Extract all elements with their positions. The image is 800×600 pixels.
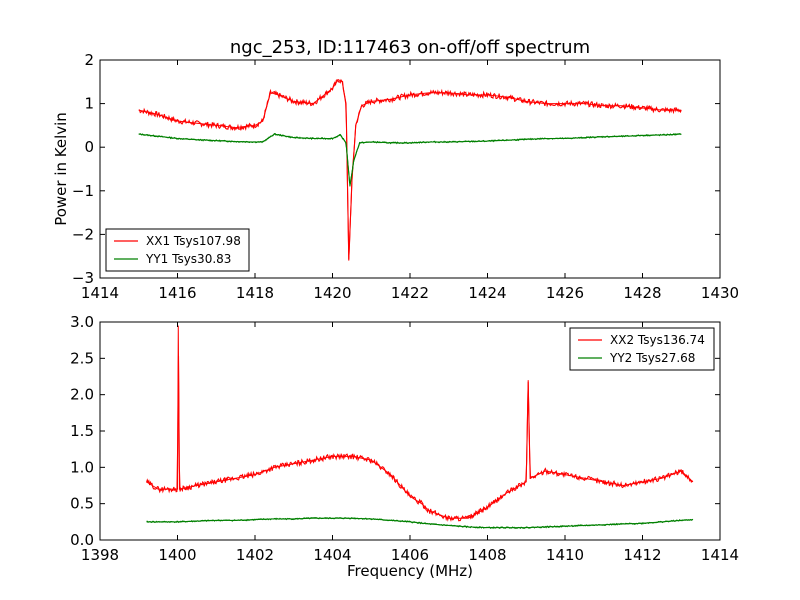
bottom-chart-legend: XX2 Tsys136.74 YY2 Tsys27.68	[569, 327, 715, 371]
x-tick-label: 1424	[468, 284, 506, 302]
x-tick-label: 1404	[313, 546, 351, 564]
y-tick-label: 2.5	[70, 349, 94, 367]
x-tick-label: 1430	[701, 284, 739, 302]
series-line-1-0	[145, 356, 694, 522]
y-tick-label: 1.5	[70, 422, 94, 440]
bottom-legend-label-1: YY2 Tsys27.68	[609, 351, 695, 365]
y-tick-label: 2.0	[70, 386, 94, 404]
series-anchor-1-0	[146, 325, 694, 519]
series-anchor-1-1	[146, 517, 693, 529]
top-chart-title: ngc_253, ID:117463 on-off/off spectrum	[230, 37, 590, 58]
top-chart-lines	[138, 78, 682, 261]
bottom-legend-label-0: XX2 Tsys136.74	[610, 333, 705, 347]
x-tick-label: 1422	[391, 284, 429, 302]
bottom-chart-lines	[145, 325, 694, 530]
top-chart-ylabel: Power in Kelvin	[52, 112, 70, 226]
y-tick-label: 0.0	[70, 531, 94, 549]
y-tick-label: 0	[84, 138, 94, 156]
x-tick-label: 1400	[158, 546, 196, 564]
y-tick-label: 1.0	[70, 458, 94, 476]
x-tick-label: 1406	[391, 546, 429, 564]
top-legend-label-0: XX1 Tsys107.98	[146, 234, 241, 248]
x-tick-label: 1426	[546, 284, 584, 302]
top-chart-legend: XX1 Tsys107.98 YY1 Tsys30.83	[105, 228, 250, 272]
series-anchor-0-0	[138, 78, 682, 261]
bottom-chart-ticks: 1398 1400 1402 1404 1406 1408 1410 1412 1414 0.0 0…	[70, 313, 739, 564]
bottom-chart: Frequency (MHz) 1398 1400 1402 1404 1406 1408…	[70, 313, 739, 580]
top-chart-ticks: 1414 1416 1418 1420 1422 1424 1426 1428 1430 −3 −2…	[72, 51, 739, 302]
y-tick-label: 1	[84, 95, 94, 113]
x-tick-label: 1418	[236, 284, 274, 302]
top-chart: ngc_253, ID:117463 on-off/off spectrum P…	[52, 37, 739, 302]
y-tick-label: −2	[72, 225, 94, 243]
x-tick-label: 1414	[81, 284, 119, 302]
x-tick-label: 1410	[546, 546, 584, 564]
x-tick-label: 1414	[701, 546, 739, 564]
series-line-0-0	[138, 78, 682, 260]
x-tick-label: 1420	[313, 284, 351, 302]
x-tick-label: 1402	[236, 546, 274, 564]
top-legend-label-1: YY1 Tsys30.83	[145, 252, 231, 266]
bottom-chart-xlabel: Frequency (MHz)	[347, 562, 473, 580]
top-legend-box	[105, 228, 250, 272]
x-tick-label: 1428	[623, 284, 661, 302]
x-tick-label: 1408	[468, 546, 506, 564]
bottom-legend-box	[569, 327, 715, 371]
y-tick-label: 0.5	[70, 495, 94, 513]
series-anchor-0-1	[138, 133, 682, 187]
y-tick-label: 3.0	[70, 313, 94, 331]
y-tick-label: −3	[72, 269, 94, 287]
y-tick-label: −1	[72, 182, 94, 200]
x-tick-label: 1416	[158, 284, 196, 302]
y-tick-label: 2	[84, 51, 94, 69]
x-tick-label: 1412	[623, 546, 661, 564]
x-tick-label: 1398	[81, 546, 119, 564]
